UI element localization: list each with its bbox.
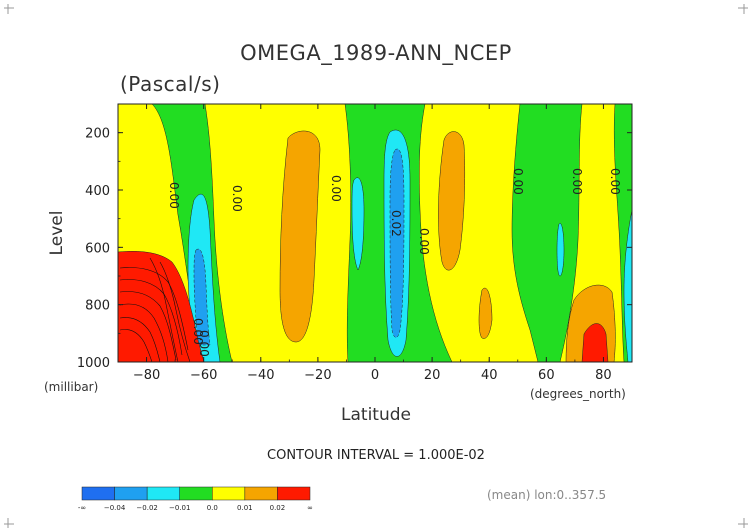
contour-label: 0.00 <box>329 175 343 202</box>
y-axis-label: Level <box>47 211 67 256</box>
contour-label: 0.00 <box>191 318 205 345</box>
x-tick-label: 60 <box>538 368 555 383</box>
colorbar-swatch <box>244 486 278 501</box>
y-axis: 200 400 600 800 1000 <box>77 103 632 371</box>
colorbar-tick-label: ∞ <box>307 504 313 512</box>
contour-label: 0.00 <box>167 182 181 209</box>
chart-title: OMEGA_1989-ANN_NCEP <box>240 41 512 66</box>
colorbar-swatch <box>212 486 246 501</box>
region-yellow-midsouth <box>204 104 352 362</box>
x-tick-label: −60 <box>190 368 217 383</box>
x-tick-label: −40 <box>247 368 274 383</box>
x-tick-label: −80 <box>133 368 160 383</box>
region-orange-north-small <box>478 287 493 339</box>
x-unit-label: (degrees_north) <box>530 387 626 401</box>
colorbar-tick-label: −0.04 <box>104 504 126 512</box>
colorbar-tick-label: −0.02 <box>136 504 157 512</box>
x-tick-label: 40 <box>481 368 498 383</box>
contour-label: 0.00 <box>570 168 584 195</box>
x-tick-label: −20 <box>304 368 331 383</box>
y-tick-label: 1000 <box>77 356 110 371</box>
mean-text: (mean) lon:0..357.5 <box>487 488 606 502</box>
colorbar-tick-label: -∞ <box>78 504 86 512</box>
y-unit-label: (millibar) <box>44 380 98 394</box>
contour-label: 0.02 <box>389 210 403 237</box>
x-tick-label: 20 <box>424 368 441 383</box>
region-cyan-north <box>556 223 565 277</box>
south-dense-contours <box>119 257 191 362</box>
crop-marks <box>4 4 748 528</box>
contour-label: 0.00 <box>417 228 431 255</box>
region-blue-equator <box>389 148 405 338</box>
colorbar-swatch <box>179 486 213 501</box>
colorbar-tick-label: 0.02 <box>270 504 286 512</box>
chart-units: (Pascal/s) <box>120 72 220 96</box>
colorbar-swatch <box>146 486 180 501</box>
contour-label: 0.00 <box>511 168 525 195</box>
y-tick-label: 800 <box>85 299 110 314</box>
y-tick-label: 200 <box>85 127 110 142</box>
region-orange-north <box>438 131 466 271</box>
x-axis-label: Latitude <box>341 405 411 425</box>
region-red-polar <box>581 323 609 362</box>
x-axis: −80 −60 −40 −20 0 20 40 60 80 <box>117 104 633 383</box>
colorbar: -∞ −0.04 −0.02 −0.01 0.0 0.01 0.02 ∞ <box>78 486 313 512</box>
region-orange-midsouth <box>279 130 321 343</box>
region-cyan-pole <box>623 209 632 362</box>
colorbar-swatch <box>114 486 148 501</box>
contour-label: 0.00 <box>197 330 211 357</box>
colorbar-swatch <box>81 486 115 501</box>
y-tick-label: 400 <box>85 184 110 199</box>
contour-labels: 0.00 0.00 0.00 0.02 0.00 0.00 0.00 0.00 … <box>167 168 622 357</box>
y-tick-label: 600 <box>85 241 110 256</box>
colorbar-swatch <box>277 486 311 501</box>
x-tick-label: 80 <box>595 368 612 383</box>
colorbar-tick-label: 0.01 <box>237 504 253 512</box>
colorbar-tick-label: 0.0 <box>207 504 218 512</box>
region-red-south <box>118 251 205 362</box>
contour-field <box>118 104 632 362</box>
colorbar-tick-label: −0.01 <box>169 504 190 512</box>
region-cyan-equator-west <box>351 177 365 271</box>
contour-interval-text: CONTOUR INTERVAL = 1.000E-02 <box>267 448 485 463</box>
contour-label: 0.00 <box>230 185 244 212</box>
contour-label: 0.00 <box>608 168 622 195</box>
x-tick-label: 0 <box>371 368 379 383</box>
